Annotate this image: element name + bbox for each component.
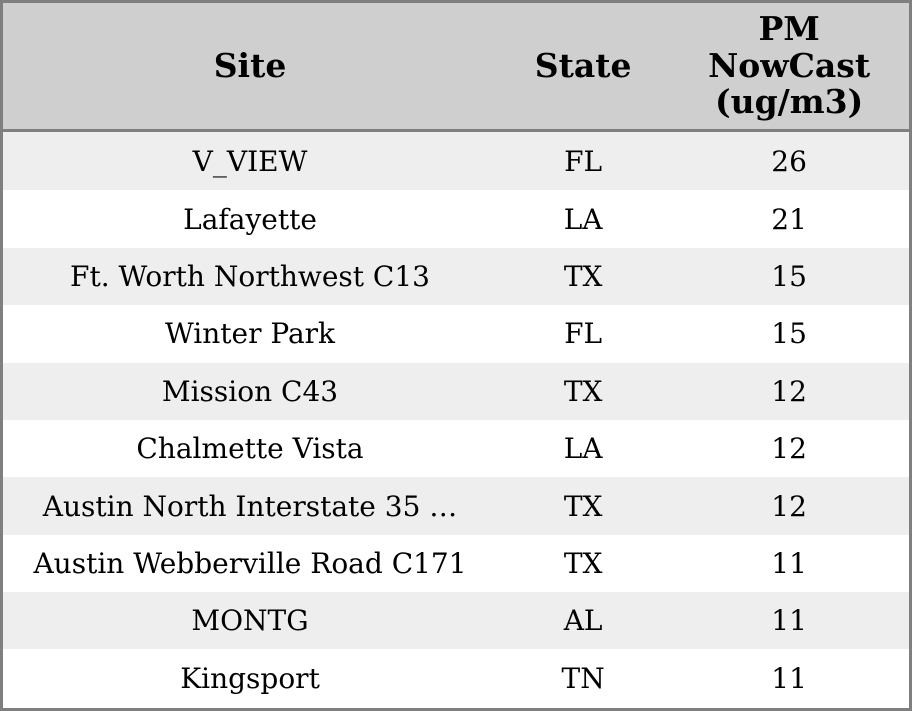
table-row: V_VIEW FL 26 [1, 130, 911, 191]
cell-state: LA [563, 202, 603, 236]
table-row: MONTG AL 11 [1, 592, 911, 650]
cell-site: Winter Park [165, 317, 336, 351]
table-row: Chalmette Vista LA 12 [1, 419, 911, 478]
cell-pm-nowcast: 11 [771, 662, 807, 696]
cell-pm-nowcast: 21 [771, 202, 807, 236]
cell-state: AL [563, 604, 603, 638]
cell-pm-nowcast: 12 [771, 374, 807, 408]
table-header-row: Site State PM NowCast (ug/m3) [1, 1, 911, 132]
cell-site: Chalmette Vista [136, 432, 364, 466]
table-row: Mission C43 TX 12 [1, 362, 911, 420]
table-row: Winter Park FL 15 [1, 305, 911, 363]
cell-site: Lafayette [183, 202, 317, 236]
column-header-pm-nowcast-label: PM NowCast (ug/m3) [708, 8, 871, 122]
cell-site: MONTG [191, 604, 309, 638]
cell-site: Kingsport [180, 662, 320, 696]
cell-state: TX [563, 489, 603, 523]
cell-pm-nowcast: 11 [771, 604, 807, 638]
cell-pm-nowcast: 12 [771, 489, 807, 523]
table-body: V_VIEW FL 26 Lafayette LA 21 Ft. Worth N… [1, 130, 911, 710]
table-row: Austin North Interstate 35 … TX 12 [1, 477, 911, 535]
table-row: Kingsport TN 11 [1, 649, 911, 710]
cell-site: Mission C43 [161, 374, 339, 408]
cell-pm-nowcast: 26 [771, 144, 807, 178]
cell-state: TX [563, 374, 603, 408]
cell-state: LA [563, 432, 603, 466]
cell-pm-nowcast: 12 [771, 432, 807, 466]
column-header-state-label: State [534, 45, 632, 85]
cell-state: TN [561, 662, 605, 696]
table-row: Lafayette LA 21 [1, 190, 911, 248]
table-row: Ft. Worth Northwest C13 TX 15 [1, 247, 911, 306]
column-header-site: Site [1, 1, 498, 132]
cell-state: TX [563, 260, 603, 294]
column-header-state: State [497, 1, 670, 132]
cell-site: Austin North Interstate 35 … [42, 489, 458, 523]
cell-pm-nowcast: 11 [771, 546, 807, 580]
cell-state: TX [563, 546, 603, 580]
cell-site: Ft. Worth Northwest C13 [70, 260, 430, 294]
cell-pm-nowcast: 15 [771, 317, 807, 351]
cell-state: FL [564, 317, 603, 351]
table-header: Site State PM NowCast (ug/m3) [1, 1, 911, 132]
column-header-site-label: Site [213, 45, 287, 85]
column-header-pm-nowcast: PM NowCast (ug/m3) [669, 1, 911, 132]
cell-site: Austin Webberville Road C171 [33, 546, 467, 580]
cell-site: V_VIEW [192, 144, 308, 178]
cell-state: FL [564, 144, 603, 178]
table-row: Austin Webberville Road C171 TX 11 [1, 534, 911, 593]
cell-pm-nowcast: 15 [771, 260, 807, 294]
